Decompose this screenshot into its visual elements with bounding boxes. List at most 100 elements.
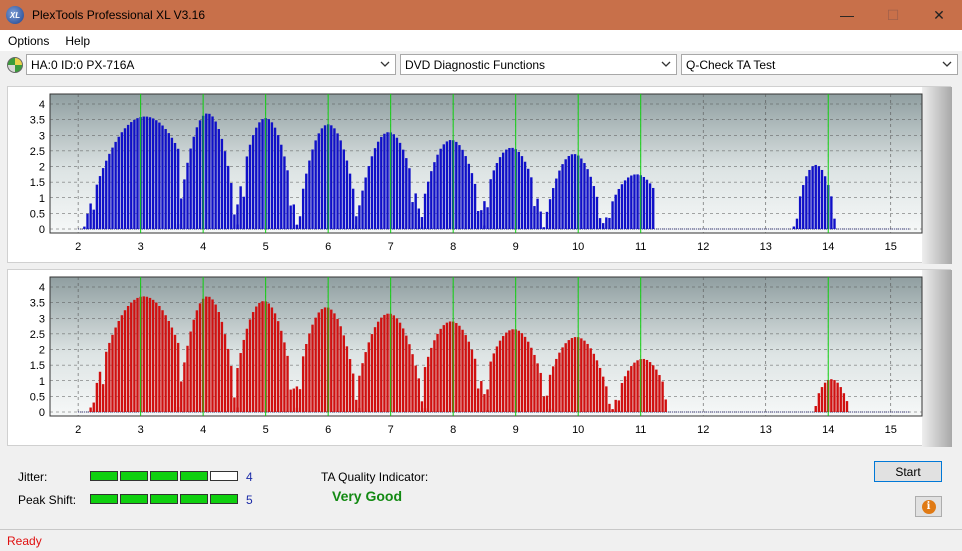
- chart-bar: [126, 124, 130, 229]
- chart-bar: [536, 198, 539, 229]
- chart-bar: [280, 330, 283, 412]
- chart-bar: [405, 158, 408, 229]
- results-panel: Jitter: 4 Peak Shift: 5 TA Quality Indic…: [7, 450, 951, 525]
- y-tick-label: 1: [39, 193, 45, 205]
- chart-bar: [311, 149, 314, 229]
- chart-bar: [486, 207, 489, 229]
- chart-bar: [617, 400, 621, 412]
- chart-bar: [230, 183, 233, 229]
- chart-bar: [173, 334, 177, 412]
- chart-bar: [111, 334, 114, 412]
- chart-bar: [233, 397, 236, 412]
- chart-bar: [642, 177, 646, 229]
- menu-help[interactable]: Help: [65, 33, 91, 48]
- y-tick-label: 2: [39, 345, 45, 357]
- chart-bar: [558, 170, 561, 229]
- chart-bar: [136, 118, 139, 229]
- peak-shift-value: 5: [246, 493, 253, 507]
- test-select[interactable]: Q-Check TA Test: [681, 54, 958, 75]
- chart-bar: [464, 156, 467, 229]
- chart-bar: [542, 227, 546, 229]
- start-button[interactable]: Start: [874, 461, 942, 482]
- maximize-button[interactable]: ☐: [886, 6, 900, 23]
- chart-bar: [811, 166, 814, 229]
- info-button[interactable]: i: [915, 496, 942, 517]
- chart-bar: [245, 328, 249, 412]
- chart-bar: [376, 321, 380, 412]
- chart-bar: [289, 205, 292, 229]
- chart-bar: [355, 225, 358, 229]
- peak-shift-chart-panel: 0 0.5 1 1.5 2 2.5 3 3.5 4 2 3 4 5 6 7 8 9 10 11 12 13 14 15: [7, 269, 952, 447]
- chart-bar: [830, 379, 833, 412]
- chart-bar: [567, 156, 571, 229]
- chart-bar: [398, 142, 402, 229]
- chart-bar: [436, 154, 439, 229]
- chart-bar: [414, 193, 417, 229]
- jitter-value: 4: [246, 470, 253, 484]
- chart-bar: [589, 176, 592, 229]
- chart-bar: [476, 211, 480, 229]
- chart-bar: [564, 159, 567, 229]
- chart-bar: [173, 142, 177, 229]
- minimize-button[interactable]: —: [840, 7, 854, 23]
- chart-bar: [158, 122, 161, 229]
- chart-bar: [276, 321, 280, 412]
- function-select[interactable]: DVD Diagnostic Functions: [400, 54, 677, 75]
- chart-bar: [198, 120, 202, 229]
- chart-bar: [320, 128, 324, 229]
- chart-bar: [470, 349, 474, 412]
- y-tick-label: 1: [39, 376, 45, 388]
- chart-bar: [586, 169, 589, 229]
- chart-bar: [333, 313, 336, 412]
- x-tick-label: 12: [697, 241, 709, 253]
- toolbar: HA:0 ID:0 PX-716A DVD Diagnostic Functio…: [0, 52, 962, 78]
- chart-bar: [401, 149, 405, 229]
- peak-shift-meter: [90, 494, 238, 504]
- chart-bar: [605, 386, 608, 412]
- chart-bar: [520, 333, 524, 412]
- chart-bar: [151, 118, 155, 229]
- plot-area: [49, 276, 923, 417]
- x-tick-label: 13: [760, 241, 772, 253]
- chart-bar: [92, 209, 95, 229]
- y-tick-label: 3.5: [30, 298, 45, 310]
- chart-bar: [255, 127, 258, 229]
- close-button[interactable]: ✕: [933, 6, 945, 23]
- chart-bar: [339, 326, 342, 412]
- chart-bar: [308, 333, 311, 412]
- title-bar: XL PlexTools Professional XL V3.16 — ☐ ✕: [0, 0, 962, 30]
- x-tick-label: 2: [75, 424, 81, 436]
- chart-bar: [555, 178, 558, 229]
- menu-options[interactable]: Options: [8, 33, 50, 48]
- chart-bar: [320, 309, 324, 412]
- chart-bar: [305, 343, 308, 412]
- chart-bar: [445, 141, 449, 229]
- chart-bar: [373, 148, 377, 229]
- y-tick-label: 2.5: [30, 329, 45, 341]
- y-tick-label: 0.5: [30, 208, 45, 220]
- x-tick-label: 9: [513, 241, 519, 253]
- chart-bar: [151, 299, 155, 412]
- chart-bar: [345, 160, 349, 229]
- chart-bar: [105, 160, 108, 229]
- meter-segment: [210, 494, 238, 504]
- chart-bar: [148, 117, 152, 229]
- meter-segment: [90, 471, 118, 481]
- chart-bar: [367, 166, 370, 229]
- chart-bar: [226, 348, 230, 412]
- chart-bar: [408, 168, 411, 229]
- jitter-chart: 0 0.5 1 1.5 2 2.5 3 3.5 4 2 3 4 5 6 7 8 9 10 11 12 13 14 15: [30, 87, 952, 264]
- chart-bar: [251, 135, 255, 229]
- chart-bar: [373, 327, 377, 412]
- x-tick-label: 11: [635, 424, 646, 436]
- drive-select[interactable]: HA:0 ID:0 PX-716A: [26, 54, 396, 75]
- y-tick-label: 3: [39, 313, 45, 325]
- jitter-chart-panel: 0 0.5 1 1.5 2 2.5 3 3.5 4 2 3 4 5 6 7 8 9 10 11 12 13 14 15: [7, 86, 952, 264]
- chart-bar: [161, 125, 164, 229]
- x-tick-label: 5: [263, 241, 269, 253]
- chart-bar: [198, 303, 202, 412]
- chart-bar: [330, 309, 333, 412]
- chart-bar: [573, 337, 577, 412]
- chart-bar: [548, 374, 552, 412]
- chart-bar: [167, 133, 170, 229]
